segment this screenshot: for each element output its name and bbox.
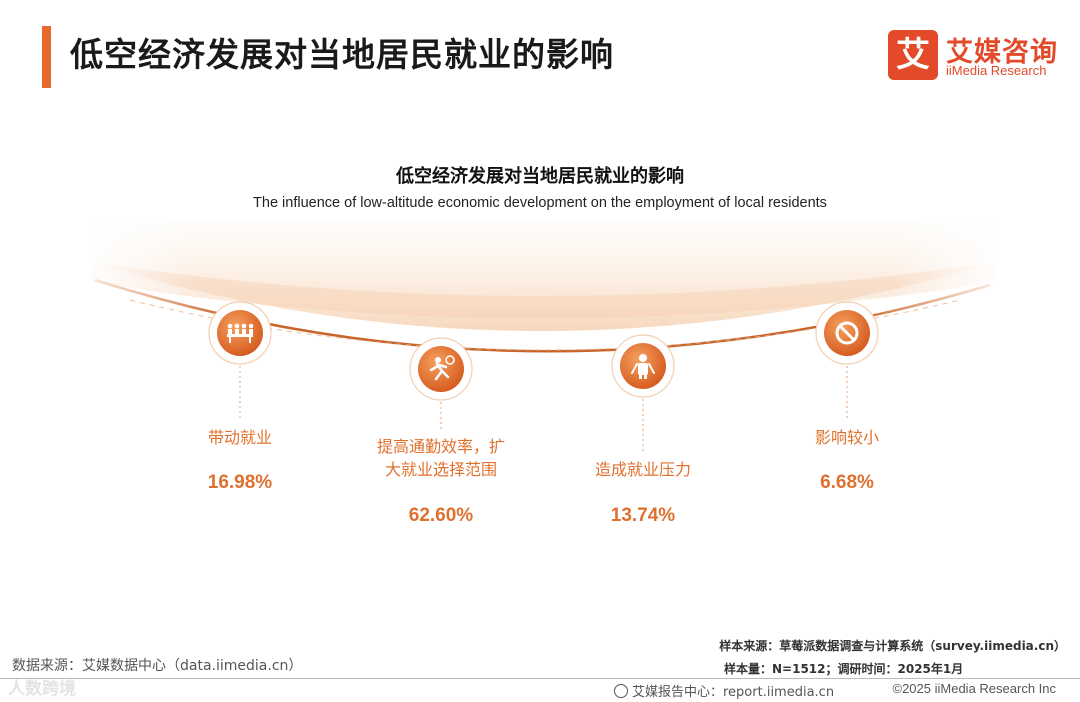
category-label-line: 影响较小 [814,428,879,447]
value-label: 62.60% [408,505,474,526]
chart-node-2 [409,337,473,429]
category-label: 影响较小 [727,426,967,449]
iimedia-logo: 艾 艾媒咨询 iiMedia Research [888,30,1068,82]
title-accent-bar [42,26,51,88]
category-label-line: 造成就业压力 [594,460,691,479]
chart-title: 低空经济发展对当地居民就业的影响 [396,166,684,187]
copyright-text: ©2025 iiMedia Research Inc [892,681,1057,696]
category-label-line: 大就业选择范围 [384,460,497,479]
no-sign-icon [835,321,859,345]
footer-divider [0,678,1080,679]
sample-info-text: 样本量：N=1512；调研时间：2025年1月 [724,662,964,676]
report-center-link[interactable]: 艾媒报告中心：report.iimedia.cn [614,681,834,700]
category-label-line: 带动就业 [207,428,272,447]
node-circle [217,310,263,356]
running-commuter-icon [429,355,455,381]
data-source-text: 数据来源：艾媒数据中心（data.iimedia.cn） [12,658,303,674]
report-center-text: 艾媒报告中心：report.iimedia.cn [632,685,835,700]
globe-icon [614,684,628,698]
value-label: 16.98% [207,472,273,493]
people-meeting-icon [227,323,254,343]
logo-mark-icon: 艾 [888,30,938,80]
chart-subtitle: The influence of low-altitude economic d… [253,195,827,211]
category-label: 提高通勤效率，扩 大就业选择范围 [321,435,561,481]
logo-chinese-name: 艾媒咨询 [946,37,1058,68]
chart-node-4 [815,301,879,420]
sample-source-text: 样本来源：草莓派数据调查与计算系统（survey.iimedia.cn） [719,639,1066,653]
page-title: 低空经济发展对当地居民就业的影响 [70,35,614,74]
value-label: 6.68% [820,472,874,493]
category-label: 带动就业 [120,426,360,449]
logo-english-name: iiMedia Research [946,63,1047,78]
category-label-line: 提高通勤效率，扩 [376,437,505,456]
value-label: 13.74% [610,505,676,526]
category-label: 造成就业压力 [523,458,763,481]
chart-node-3 [611,334,675,452]
stressed-worker-icon [631,354,655,379]
chart-node-1 [208,301,272,420]
watermark-text: 人数跨境 [8,679,76,699]
